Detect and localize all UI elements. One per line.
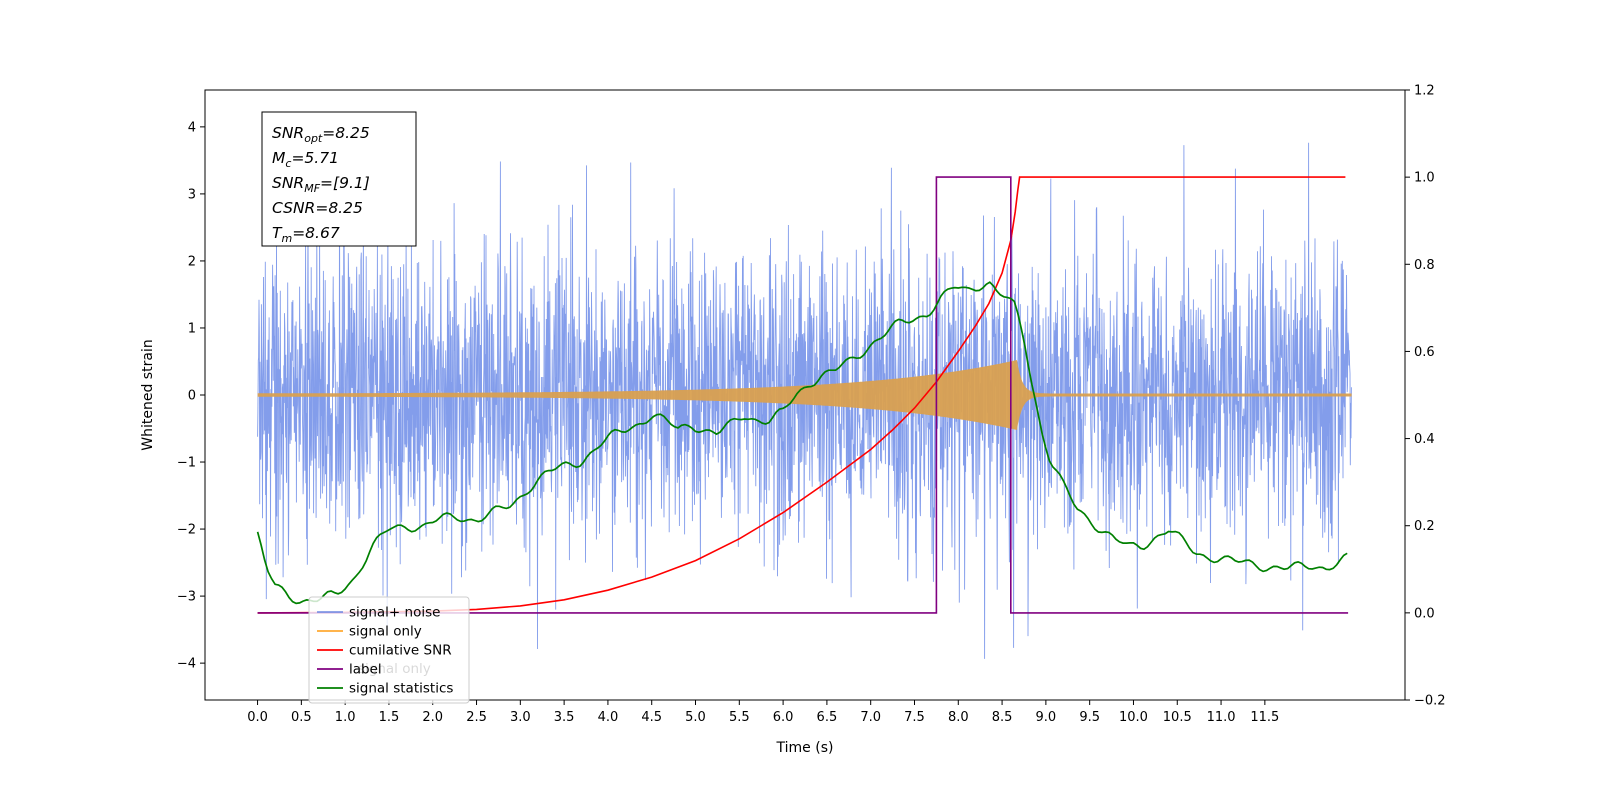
y-axis-label: Whitened strain (140, 339, 156, 450)
series-signal-statistics (256, 281, 1348, 605)
y-left-tick-label: 1 (188, 321, 196, 336)
x-tick-label: 4.5 (641, 710, 662, 725)
annotation-line: Mc=5.71 (272, 149, 339, 170)
x-tick-label: 8.0 (948, 710, 969, 725)
x-tick-label: 6.0 (773, 710, 794, 725)
y-left-tick-label: −3 (177, 590, 196, 605)
y-left-tick-label: −4 (177, 657, 196, 672)
legend-label: signal statistics (349, 681, 453, 697)
series-label (257, 176, 1349, 614)
y-right-tick-label: 0.2 (1414, 519, 1435, 534)
annotation-box: SNRopt=8.25 Mc=5.71 SNRMF=[9.1] CSNR=8.25 Tm… (261, 111, 417, 247)
y-left-tick-label: 2 (188, 254, 196, 269)
x-tick-label: 3.5 (554, 710, 575, 725)
x-tick-label: 7.5 (904, 710, 925, 725)
annotation-line: SNRopt=8.25 (272, 124, 370, 145)
x-tick-label: 9.0 (1036, 710, 1057, 725)
annotation-line: Tm=8.67 (272, 224, 340, 245)
x-tick-label: 8.5 (992, 710, 1013, 725)
axes: 0.0 0.5 1.0 1.5 2.0 2.5 3.0 3.5 4.0 4.5 5.0 5.5 6.0 6… (140, 84, 1446, 757)
y-left-tick-label: 0 (188, 389, 196, 404)
x-tick-label: 6.5 (817, 710, 838, 725)
y-right-tick-label: −0.2 (1414, 694, 1446, 709)
legend-label: signal only (349, 624, 422, 640)
x-tick-label: 0.5 (291, 710, 312, 725)
y-right-tick-label: 0.4 (1414, 432, 1435, 447)
y-right-tick-label: 1.2 (1414, 84, 1435, 99)
x-axis-label: Time (s) (776, 740, 834, 756)
y-left-tick-label: −1 (177, 456, 196, 471)
y-right-tick-label: 1.0 (1414, 171, 1435, 186)
x-tick-label: 11.0 (1207, 710, 1236, 725)
y-right-tick-label: 0.6 (1414, 345, 1435, 360)
y-left-tick-label: 4 (188, 120, 196, 135)
x-tick-label: 10.0 (1119, 710, 1148, 725)
x-tick-label: 1.0 (335, 710, 356, 725)
y-left-tick-label: 3 (188, 187, 196, 202)
legend-label: label (349, 662, 382, 678)
x-tick-label: 10.5 (1163, 710, 1192, 725)
y-right-tick-label: 0.8 (1414, 258, 1435, 273)
x-tick-label: 1.5 (379, 710, 400, 725)
x-tick-label: 0.0 (247, 710, 268, 725)
series-signal-noise (257, 142, 1352, 659)
x-tick-label: 2.0 (422, 710, 443, 725)
x-tick-label: 3.0 (510, 710, 531, 725)
legend-label: cumilative SNR (349, 643, 452, 659)
y-right-tick-label: 0.0 (1414, 606, 1435, 621)
x-tick-label: 9.5 (1079, 710, 1100, 725)
plot-area (256, 142, 1352, 659)
annotation-line: SNRMF=[9.1] (272, 174, 370, 195)
annotation-box-frame (261, 111, 417, 247)
series-signal-only (257, 360, 1352, 430)
x-tick-label: 5.5 (729, 710, 750, 725)
legend-frame (308, 596, 470, 704)
x-tick-label: 5.0 (685, 710, 706, 725)
x-tick-label: 2.5 (466, 710, 487, 725)
x-tick-label: 4.0 (598, 710, 619, 725)
x-tick-label: 11.5 (1250, 710, 1279, 725)
x-tick-label: 7.0 (860, 710, 881, 725)
y-left-tick-label: −2 (177, 523, 196, 538)
annotation-line: CSNR=8.25 (272, 199, 363, 217)
legend-label: signal+ noise (349, 605, 440, 621)
